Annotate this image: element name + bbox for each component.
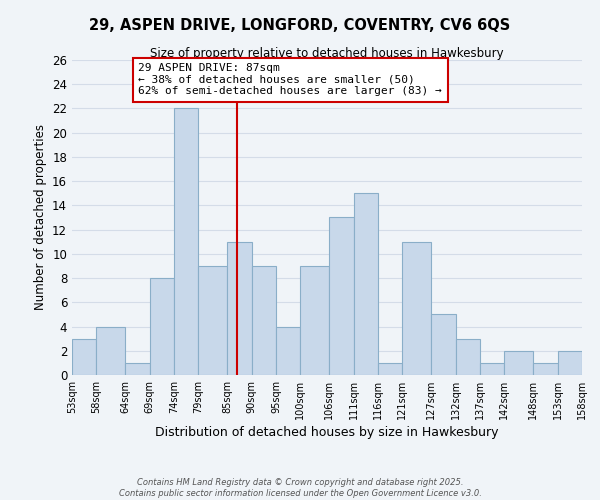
Bar (174, 108, 198, 375)
Bar (252, 266, 276, 375)
Bar (125, 363, 150, 375)
Y-axis label: Number of detached properties: Number of detached properties (34, 124, 47, 310)
Title: Size of property relative to detached houses in Hawkesbury: Size of property relative to detached ho… (150, 47, 504, 60)
Bar (150, 278, 174, 375)
Text: 29 ASPEN DRIVE: 87sqm
← 38% of detached houses are smaller (50)
62% of semi-deta: 29 ASPEN DRIVE: 87sqm ← 38% of detached … (139, 63, 442, 96)
X-axis label: Distribution of detached houses by size in Hawkesbury: Distribution of detached houses by size … (155, 426, 499, 439)
Bar (480, 363, 504, 375)
Bar (227, 242, 252, 375)
Bar (72, 338, 96, 375)
Bar (354, 194, 378, 375)
Bar (198, 266, 227, 375)
Bar (504, 351, 533, 375)
Bar (276, 326, 300, 375)
Bar (329, 218, 354, 375)
Bar (533, 363, 558, 375)
Bar (456, 338, 480, 375)
Bar (558, 351, 582, 375)
Bar (402, 242, 431, 375)
Text: Contains HM Land Registry data © Crown copyright and database right 2025.
Contai: Contains HM Land Registry data © Crown c… (119, 478, 481, 498)
Text: 29, ASPEN DRIVE, LONGFORD, COVENTRY, CV6 6QS: 29, ASPEN DRIVE, LONGFORD, COVENTRY, CV6… (89, 18, 511, 32)
Bar (300, 266, 329, 375)
Bar (378, 363, 402, 375)
Bar (431, 314, 456, 375)
Bar (96, 326, 125, 375)
